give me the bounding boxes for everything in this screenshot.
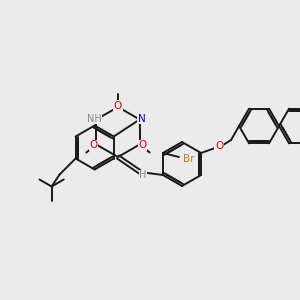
- Text: O: O: [89, 140, 98, 151]
- Text: N: N: [138, 113, 146, 124]
- Text: H: H: [139, 170, 147, 180]
- Text: NH: NH: [87, 113, 102, 124]
- Text: O: O: [114, 101, 122, 111]
- Text: O: O: [215, 141, 223, 151]
- Text: O: O: [139, 140, 147, 151]
- Text: Br: Br: [183, 154, 195, 164]
